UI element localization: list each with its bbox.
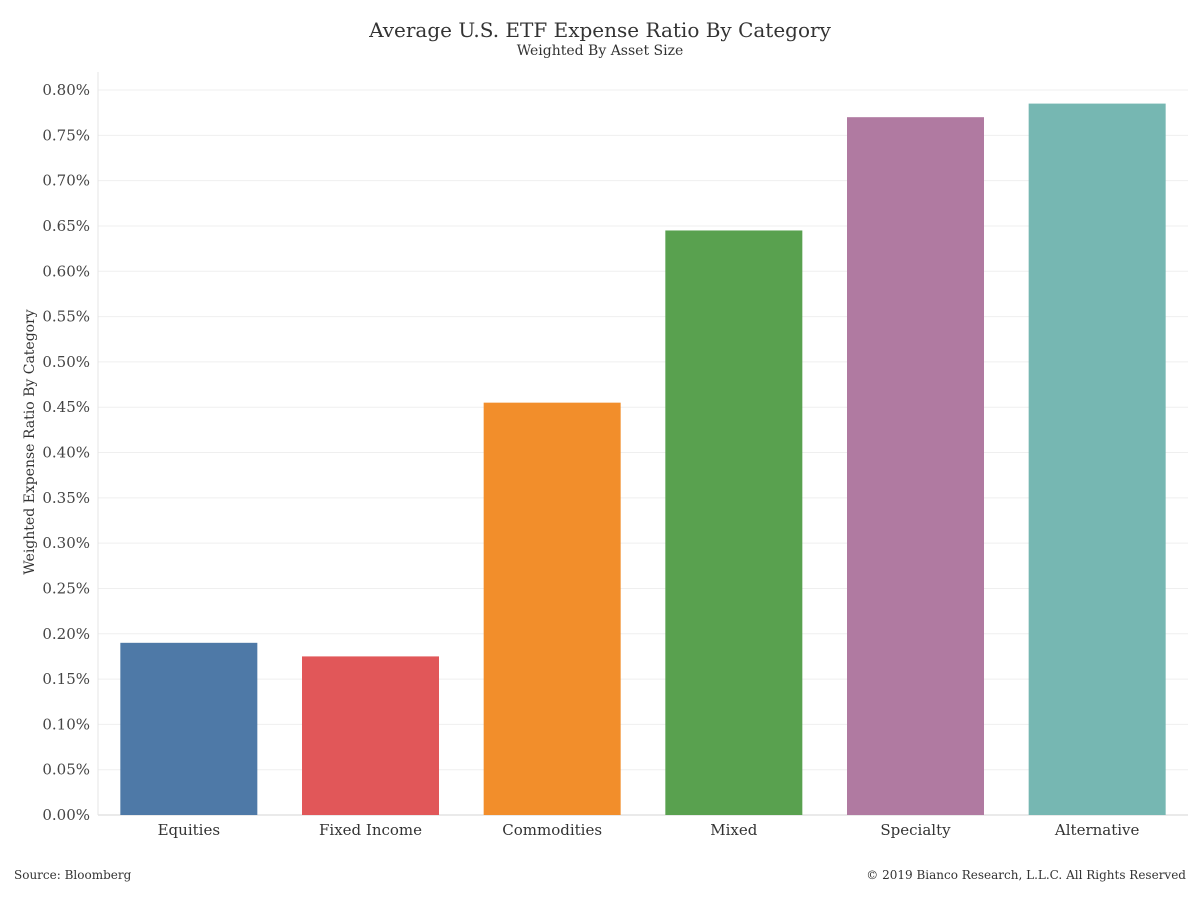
chart-title: Average U.S. ETF Expense Ratio By Catego… bbox=[369, 18, 831, 42]
y-tick-label: 0.45% bbox=[42, 398, 90, 416]
y-tick-label: 0.50% bbox=[42, 353, 90, 371]
x-tick-label: Specialty bbox=[880, 821, 951, 839]
y-tick-label: 0.20% bbox=[42, 625, 90, 643]
bar bbox=[665, 230, 803, 815]
bar bbox=[847, 117, 984, 815]
y-tick-label: 0.40% bbox=[42, 444, 90, 462]
y-tick-label: 0.75% bbox=[42, 126, 90, 144]
bar bbox=[483, 402, 621, 815]
source-note: Source: Bloomberg bbox=[14, 868, 132, 882]
y-tick-label: 0.10% bbox=[42, 715, 90, 733]
bar bbox=[120, 642, 258, 815]
y-axis-title: Weighted Expense Ratio By Category bbox=[22, 309, 38, 575]
y-tick-label: 0.65% bbox=[42, 217, 90, 235]
y-tick-label: 0.15% bbox=[42, 670, 90, 688]
x-tick-label: Equities bbox=[158, 821, 220, 839]
x-tick-label: Commodities bbox=[502, 821, 602, 839]
y-tick-label: 0.70% bbox=[42, 172, 90, 190]
y-tick-label: 0.60% bbox=[42, 262, 90, 280]
y-tick-label: 0.25% bbox=[42, 579, 90, 597]
y-tick-label: 0.80% bbox=[42, 81, 90, 99]
y-tick-label: 0.00% bbox=[42, 806, 90, 824]
x-tick-label: Mixed bbox=[710, 821, 757, 839]
chart-subtitle: Weighted By Asset Size bbox=[516, 43, 684, 59]
y-tick-label: 0.35% bbox=[42, 489, 90, 507]
x-tick-label: Alternative bbox=[1054, 821, 1140, 839]
copyright-note: © 2019 Bianco Research, L.L.C. All Right… bbox=[866, 868, 1186, 882]
x-tick-label: Fixed Income bbox=[319, 821, 422, 839]
bar bbox=[1028, 103, 1166, 815]
y-tick-label: 0.30% bbox=[42, 534, 90, 552]
y-tick-label: 0.05% bbox=[42, 761, 90, 779]
bar bbox=[302, 656, 439, 815]
y-tick-label: 0.55% bbox=[42, 308, 90, 326]
